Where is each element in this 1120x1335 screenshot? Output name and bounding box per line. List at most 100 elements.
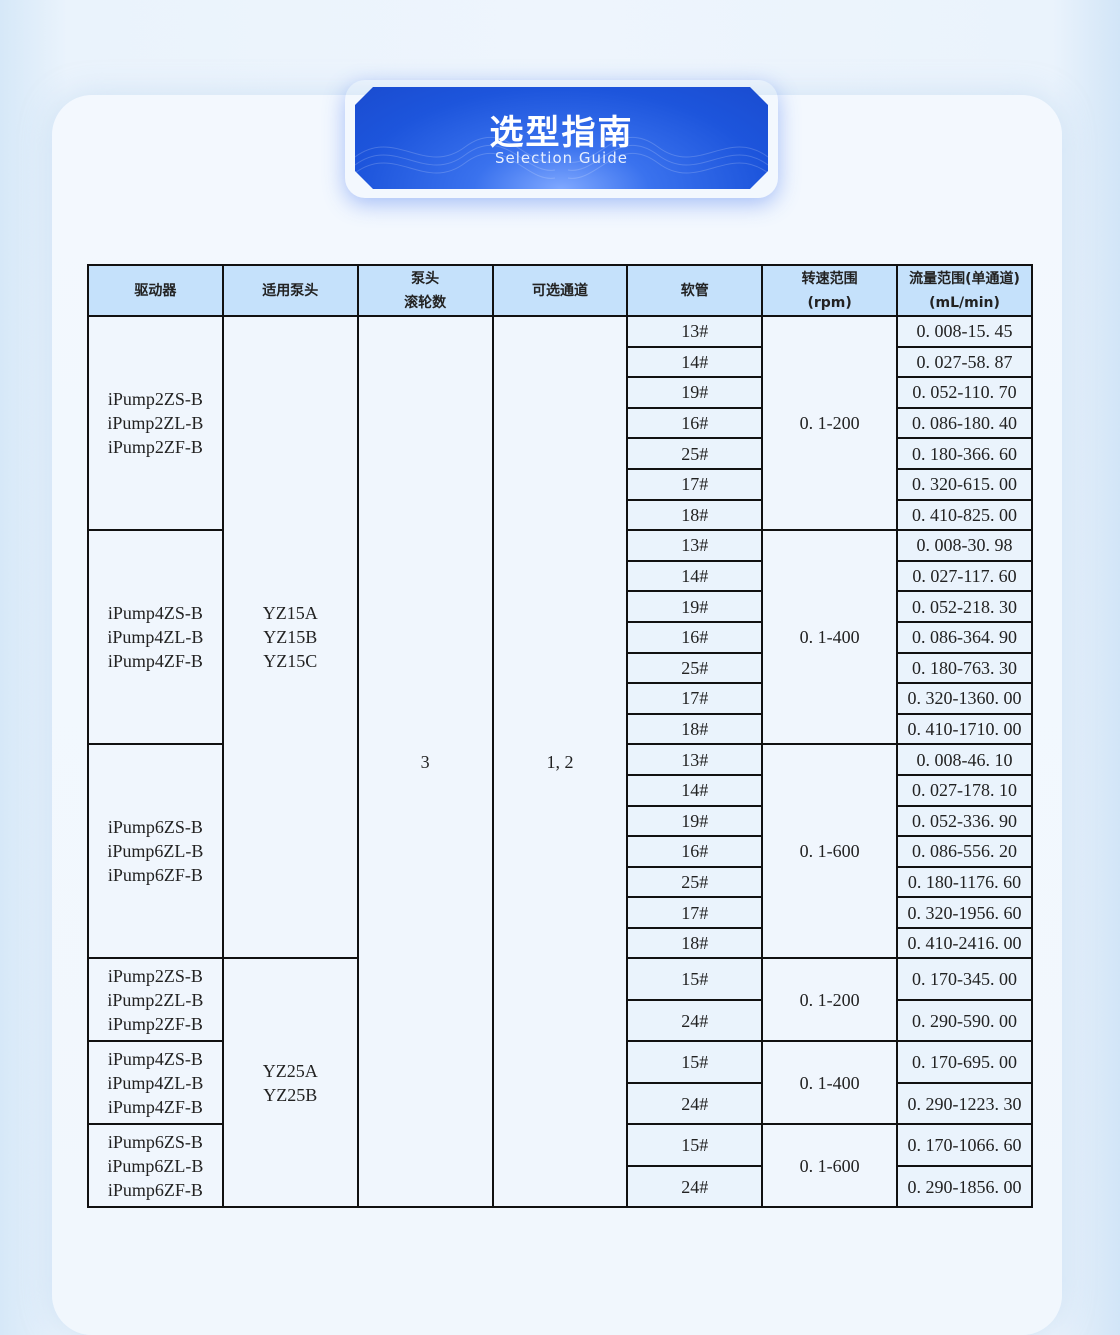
flow-range-cell: 0. 027-178. 10	[896, 773, 1033, 807]
cell-line: 泵头	[411, 270, 440, 287]
tube-cell: 15#	[626, 957, 764, 1001]
tube-cell: 13#	[626, 743, 764, 776]
cell-line: 滚轮数	[404, 294, 447, 311]
table-row: iPump4ZS-B iPump4ZL-B iPump4ZF-B 15# 0. 1-40…	[87, 1040, 1033, 1126]
table-row: 18# 0. 410-2416. 00	[88, 926, 1033, 960]
table-row: 25# 0. 180-366. 60	[88, 437, 1033, 470]
cell-line: YZ15B	[263, 627, 318, 648]
speed-range-cell: 0. 1-600	[761, 1123, 899, 1209]
cell-line: iPump2ZF-B	[107, 1013, 203, 1034]
tube-cell: 25#	[626, 865, 764, 899]
cell-line: iPump4ZS-B	[107, 1048, 203, 1069]
cell-line: YZ25B	[263, 1084, 318, 1105]
cell-line: iPump6ZL-B	[107, 841, 204, 862]
column-header: 适用泵头	[221, 264, 359, 317]
table-row: 19# 0. 052-218. 30	[88, 590, 1033, 623]
channels-cell: 1, 2	[491, 314, 629, 1209]
table-row: 24# 0. 290-1856. 00	[88, 1164, 1033, 1209]
flow-range-cell: 0. 170-695. 00	[896, 1040, 1033, 1084]
tube-cell: 15#	[626, 1123, 764, 1167]
speed-range-cell: 0. 1-200	[761, 314, 899, 532]
tube-cell: 19#	[626, 376, 764, 409]
tube-cell: 17#	[626, 467, 764, 501]
speed-range-cell: 0. 1-400	[761, 1040, 899, 1126]
cell-line: 可选通道	[531, 282, 588, 299]
table-row: iPump2ZS-B iPump2ZL-B iPump2ZF-B YZ15A YZ15B…	[87, 314, 1033, 1209]
flow-range-cell: 0. 320-1956. 60	[896, 896, 1033, 929]
tube-cell: 16#	[626, 620, 764, 654]
flow-range-cell: 0. 086-180. 40	[896, 406, 1033, 440]
column-header: 泵头 滚轮数	[356, 264, 494, 317]
cell-line: (mL/min)	[929, 294, 1000, 311]
driver-models-cell: iPump4ZS-B iPump4ZL-B iPump4ZF-B	[87, 529, 224, 746]
column-header: 驱动器	[87, 264, 224, 317]
cell-line: iPump6ZF-B	[107, 865, 203, 886]
flow-range-cell: 0. 180-366. 60	[896, 437, 1033, 470]
cell-line: iPump2ZF-B	[107, 437, 203, 458]
flow-range-cell: 0. 410-2416. 00	[896, 926, 1033, 960]
cell-line: iPump6ZF-B	[107, 1179, 203, 1200]
flow-range-cell: 0. 008-15. 45	[896, 315, 1033, 348]
tube-cell: 24#	[626, 1164, 764, 1209]
flow-range-cell: 0. 180-763. 30	[896, 651, 1033, 685]
cell-line: 软管	[680, 282, 709, 299]
tube-cell: 17#	[626, 682, 764, 715]
tube-cell: 14#	[626, 345, 764, 379]
flow-range-cell: 0. 290-1223. 30	[896, 1081, 1033, 1126]
rollers-cell: 3	[356, 314, 494, 1209]
flow-range-cell: 0. 320-615. 00	[896, 467, 1033, 501]
tube-cell: 16#	[626, 835, 764, 868]
cell-line: iPump4ZL-B	[107, 627, 204, 648]
speed-range-cell: 0. 1-600	[761, 743, 899, 960]
flow-range-cell: 0. 320-1360. 00	[896, 682, 1033, 715]
wave-decoration	[355, 136, 768, 179]
tube-cell: 18#	[626, 498, 764, 532]
cell-line: (rpm)	[807, 294, 852, 311]
page-subtitle: Selection Guide	[495, 149, 628, 167]
tube-cell: 14#	[626, 773, 764, 807]
cell-line: iPump6ZL-B	[107, 1155, 204, 1176]
cell-line: iPump6ZS-B	[107, 1131, 203, 1152]
table-row: 14# 0. 027-58. 87	[88, 345, 1033, 379]
table-row: iPump6ZS-B iPump6ZL-B iPump6ZF-B 15# 0. 1-60…	[87, 1123, 1033, 1209]
header-row: 驱动器 适用泵头 泵头 滚轮数 可选通道 软管 转速范围 (rpm) 流量范围(单通道) (mL/…	[87, 264, 1033, 317]
cell-line: iPump4ZF-B	[107, 651, 203, 672]
table-row: 17# 0. 320-1360. 00	[88, 682, 1033, 715]
flow-range-cell: 0. 052-218. 30	[896, 590, 1033, 623]
table-row: 25# 0. 180-763. 30	[88, 651, 1033, 685]
table-row: 19# 0. 052-110. 70	[88, 376, 1033, 409]
table-row: 24# 0. 290-590. 00	[88, 998, 1033, 1043]
flow-range-cell: 0. 052-336. 90	[896, 804, 1033, 838]
tube-cell: 13#	[626, 315, 764, 348]
cell-line: 转速范围	[801, 270, 858, 287]
tube-cell: 25#	[626, 651, 764, 685]
column-header: 流量范围(单通道) (mL/min)	[896, 264, 1033, 317]
driver-models-cell: iPump2ZS-B iPump2ZL-B iPump2ZF-B	[87, 314, 224, 532]
page-title: 选型指南	[489, 113, 634, 153]
flow-range-cell: 0. 290-1856. 00	[896, 1164, 1033, 1209]
flow-range-cell: 0. 027-58. 87	[896, 345, 1033, 379]
cell-line: iPump4ZS-B	[107, 603, 203, 624]
tube-cell: 24#	[626, 1081, 764, 1126]
table-row: 16# 0. 086-180. 40	[88, 406, 1033, 440]
speed-range-cell: 0. 1-400	[761, 529, 899, 746]
tube-cell: 19#	[626, 590, 764, 623]
table-row: iPump4ZS-B iPump4ZL-B iPump4ZF-B 13# 0. 1-40…	[87, 529, 1033, 746]
cell-line: YZ15A	[262, 603, 318, 624]
driver-models-cell: iPump4ZS-B iPump4ZL-B iPump4ZF-B	[87, 1040, 224, 1126]
cell-line: YZ25A	[262, 1060, 318, 1081]
table-row: 18# 0. 410-825. 00	[88, 498, 1033, 532]
tube-cell: 15#	[626, 1040, 764, 1084]
tube-cell: 18#	[626, 712, 764, 746]
cell-line: iPump2ZL-B	[107, 413, 204, 434]
table-row: 18# 0. 410-1710. 00	[88, 712, 1033, 746]
pump-head-cell: YZ15A YZ15B YZ15C	[221, 314, 359, 960]
cell-line: iPump2ZS-B	[107, 389, 203, 410]
cell-line: iPump6ZS-B	[107, 817, 203, 838]
table-row: 25# 0. 180-1176. 60	[88, 865, 1033, 899]
driver-models-cell: iPump2ZS-B iPump2ZL-B iPump2ZF-B	[87, 957, 224, 1043]
cell-line: 驱动器	[134, 282, 177, 299]
table-row: 14# 0. 027-117. 60	[88, 559, 1033, 593]
driver-models-cell: iPump6ZS-B iPump6ZL-B iPump6ZF-B	[87, 743, 224, 960]
cell-line: iPump4ZL-B	[107, 1072, 204, 1093]
